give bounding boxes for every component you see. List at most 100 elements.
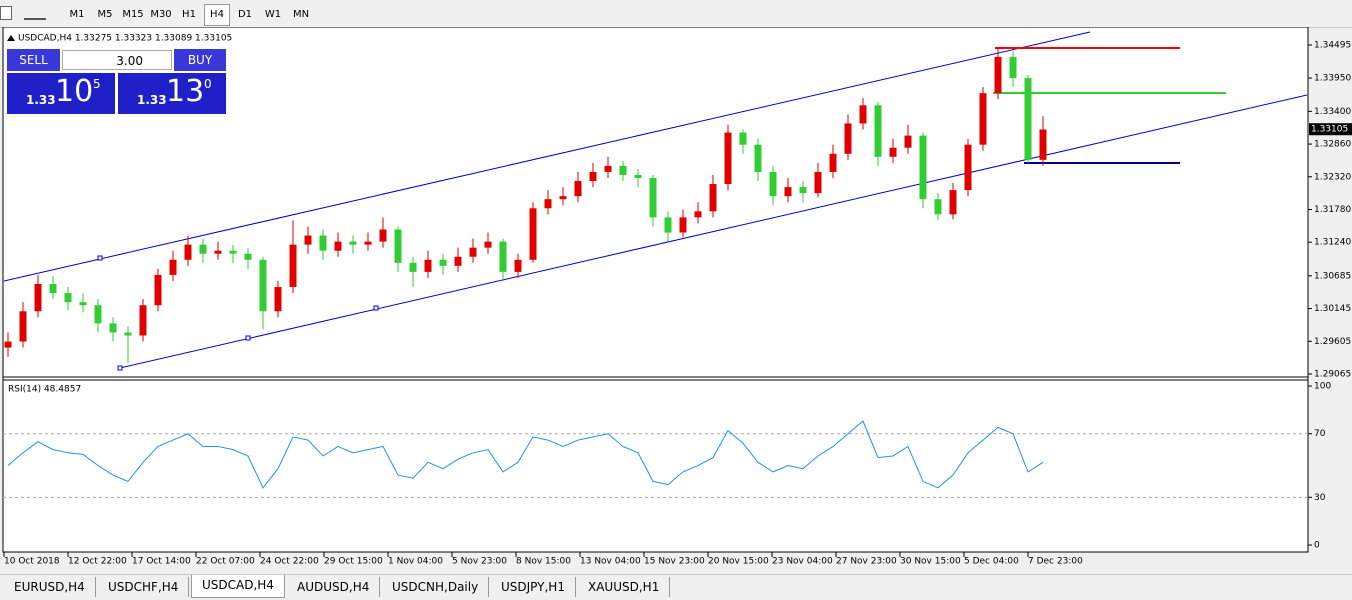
candle-body: [364, 241, 372, 245]
candle-body: [109, 323, 117, 333]
timeframe-button[interactable]: M30: [150, 9, 172, 20]
buy-price[interactable]: 1.33 13 0: [118, 73, 226, 114]
price-prefix: 1.33: [137, 93, 167, 107]
candle-body: [424, 259, 432, 272]
tool-icon[interactable]: [24, 8, 46, 20]
sell-button[interactable]: SELL: [7, 49, 60, 71]
timeframe-button[interactable]: MN: [292, 9, 310, 20]
timeframe-button[interactable]: D1: [237, 9, 253, 20]
candle-body: [454, 256, 462, 266]
candle-body: [694, 211, 702, 218]
chart-title: USDCAD,H4 1.33275 1.33323 1.33089 1.3310…: [18, 34, 232, 44]
x-tick-label: 20 Nov 15:00: [708, 557, 769, 567]
y-tick-label: 0: [1314, 541, 1320, 551]
candle-body: [949, 190, 957, 215]
timeframe-button[interactable]: M1: [69, 9, 85, 20]
lots-input[interactable]: 3.00: [62, 50, 172, 70]
candle-body: [814, 171, 822, 194]
candle-body: [439, 259, 447, 266]
candle-body: [19, 311, 27, 342]
chart-tab[interactable]: USDJPY,H1: [491, 577, 576, 597]
chart-tab[interactable]: USDCAD,H4: [191, 575, 285, 598]
price-big: 13: [166, 74, 205, 109]
chart-tab[interactable]: EURUSD,H4: [4, 577, 96, 597]
chart-tab[interactable]: AUDUSD,H4: [287, 577, 381, 597]
candle-body: [334, 241, 342, 251]
candle-body: [979, 93, 987, 145]
candle-body: [874, 105, 882, 157]
candle-body: [214, 250, 222, 254]
x-tick-label: 13 Nov 04:00: [580, 557, 641, 567]
channel-upper[interactable]: [3, 31, 1091, 282]
y-tick-label: 1.34495: [1314, 41, 1351, 51]
chart-tab[interactable]: USDCHF,H4: [98, 577, 190, 597]
timeframe-button[interactable]: H4: [204, 4, 230, 26]
chart-frame: [2, 27, 1309, 553]
candle-body: [724, 132, 732, 185]
candle-body: [829, 153, 837, 172]
candle-body: [739, 132, 747, 145]
x-tick-label: 5 Nov 23:00: [452, 557, 507, 567]
y-tick-label: 1.30145: [1314, 304, 1351, 314]
candle-body: [124, 332, 132, 336]
candle-body: [169, 259, 177, 275]
rsi-line: [7, 420, 1044, 489]
candle-body: [769, 171, 777, 197]
trade-panel: SELL 3.00 BUY 1.33 10 5 1.33 13 0: [7, 49, 226, 114]
timeframe-button[interactable]: M15: [122, 9, 144, 20]
candle-body: [229, 250, 237, 254]
candle-body: [844, 123, 852, 154]
y-tick-label: 70: [1314, 429, 1326, 439]
candle-body: [379, 229, 387, 242]
candle-body: [199, 244, 207, 254]
candle-body: [889, 147, 897, 157]
candle-body: [469, 247, 477, 257]
toolbar: M1 M5 M15 M30 H1 H4 D1 W1 MN: [0, 0, 1352, 28]
candle-body: [409, 262, 417, 272]
candle-body: [64, 293, 72, 303]
anchor[interactable]: [245, 335, 251, 341]
candle-body: [994, 56, 1002, 94]
sell-price[interactable]: 1.33 10 5: [7, 73, 115, 114]
candle-body: [1024, 78, 1032, 160]
chart-tab[interactable]: USDCNH,Daily: [382, 577, 490, 597]
candle-body: [484, 241, 492, 248]
x-tick-label: 24 Oct 22:00: [260, 557, 319, 567]
candle-body: [604, 165, 612, 172]
anchor[interactable]: [117, 365, 123, 371]
x-tick-label: 1 Nov 04:00: [388, 557, 443, 567]
anchor[interactable]: [97, 255, 103, 261]
candle-body: [544, 199, 552, 209]
candle-body: [664, 217, 672, 233]
timeframe-button[interactable]: H1: [182, 9, 196, 20]
candle-body: [289, 244, 297, 288]
price-sup: 5: [93, 77, 101, 91]
channel-lower[interactable]: [119, 94, 1308, 369]
x-tick-label: 15 Nov 23:00: [644, 557, 705, 567]
candle-body: [754, 144, 762, 172]
chart-tab[interactable]: XAUUSD,H1: [578, 577, 671, 597]
buy-button[interactable]: BUY: [174, 49, 226, 71]
price-sup: 0: [204, 77, 212, 91]
candle-body: [964, 144, 972, 191]
candle-body: [619, 165, 627, 175]
candle-body: [799, 187, 807, 194]
timeframe-button[interactable]: M5: [97, 9, 113, 20]
anchor[interactable]: [373, 305, 379, 311]
candle-body: [304, 235, 312, 245]
tab-bar: EURUSD,H4 USDCHF,H4 USDCAD,H4 AUDUSD,H4 USDC…: [0, 574, 1352, 600]
candle-body: [634, 174, 642, 178]
candle-body: [784, 187, 792, 197]
candles: [4, 47, 1047, 363]
x-tick-label: 22 Oct 07:00: [196, 557, 255, 567]
candle-body: [859, 105, 867, 124]
candle-body: [139, 305, 147, 336]
price-prefix: 1.33: [26, 93, 56, 107]
y-tick-label: 30: [1314, 493, 1326, 503]
x-tick-label: 7 Dec 23:00: [1028, 557, 1083, 567]
candle-body: [589, 171, 597, 182]
timeframe-button[interactable]: W1: [264, 9, 282, 20]
tool-icon[interactable]: [0, 6, 12, 20]
candle-body: [94, 305, 102, 324]
y-tick-label: 1.29605: [1314, 337, 1351, 347]
